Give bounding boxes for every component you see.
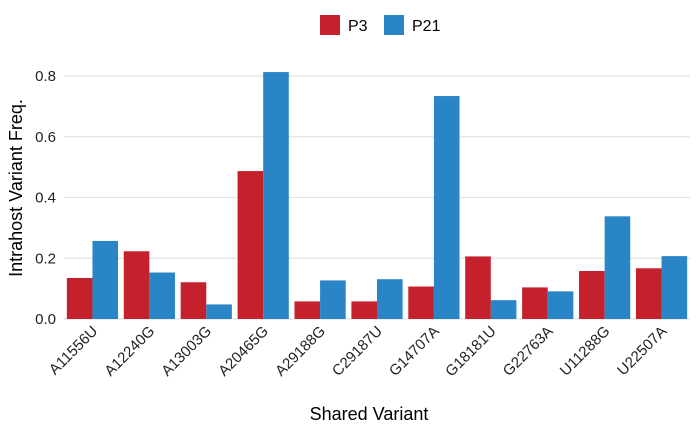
y-tick-label: 0.4 — [35, 190, 56, 207]
bar-p3-a12240g — [123, 251, 150, 319]
legend-swatch-p21 — [384, 15, 404, 35]
y-tick-label: 0.8 — [35, 68, 56, 85]
bar-p21-u22507a — [661, 256, 688, 319]
x-tick-label: A12240G — [101, 323, 158, 380]
bar-p21-c29187u — [377, 279, 403, 319]
legend: P3 P21 — [320, 15, 441, 35]
bar-p21-g14707a — [433, 96, 460, 319]
bar-p3-g18181u — [465, 256, 491, 319]
bar-p21-u11288g — [604, 216, 631, 319]
legend-swatch-p3 — [320, 15, 340, 35]
bar-p3-u22507a — [635, 268, 662, 319]
x-axis-ticks: A11556U A12240G A13003G A20465G A29188G C2918… — [46, 323, 671, 380]
x-tick-label: C29187U — [329, 323, 386, 380]
bar-p3-c29187u — [351, 301, 377, 319]
bar-p3-a11556u — [66, 277, 93, 319]
x-tick-label: A11556U — [46, 323, 101, 378]
bar-p3-u11288g — [579, 271, 605, 319]
bar-p3-g14707a — [408, 286, 434, 319]
x-tick-label: U22507A — [614, 323, 670, 379]
x-tick-label: G22763A — [500, 323, 557, 380]
bar-p3-a20465g — [237, 171, 264, 319]
bar-p21-g22763a — [547, 291, 574, 319]
bar-p21-a13003g — [206, 304, 232, 319]
x-tick-label: U11288G — [557, 323, 614, 380]
y-tick-label: 0.6 — [35, 129, 56, 146]
x-tick-label: G14707A — [386, 323, 443, 380]
bar-p21-a11556u — [92, 240, 119, 319]
x-tick-label: A29188G — [272, 323, 329, 380]
x-tick-label: A13003G — [158, 323, 215, 380]
y-tick-label: 0.2 — [35, 250, 56, 267]
bar-p21-a12240g — [149, 272, 175, 319]
x-tick-label: G18181U — [442, 323, 499, 380]
bar-p3-g22763a — [522, 287, 548, 319]
x-axis-title: Shared Variant — [310, 404, 429, 424]
x-tick-label: A20465G — [215, 323, 272, 380]
legend-label-p21: P21 — [412, 18, 441, 35]
bar-p3-a13003g — [180, 282, 207, 319]
bar-p21-a20465g — [263, 72, 289, 320]
bar-p21-g18181u — [490, 300, 517, 319]
bar-p21-a29188g — [320, 280, 346, 319]
bars — [66, 72, 688, 320]
y-axis-title: Intrahost Variant Freq. — [6, 99, 26, 277]
y-axis-ticks: 0.0 0.2 0.4 0.6 0.8 — [35, 68, 56, 328]
legend-label-p3: P3 — [348, 18, 368, 35]
y-tick-label: 0.0 — [35, 311, 56, 328]
bar-p3-a29188g — [294, 301, 321, 319]
